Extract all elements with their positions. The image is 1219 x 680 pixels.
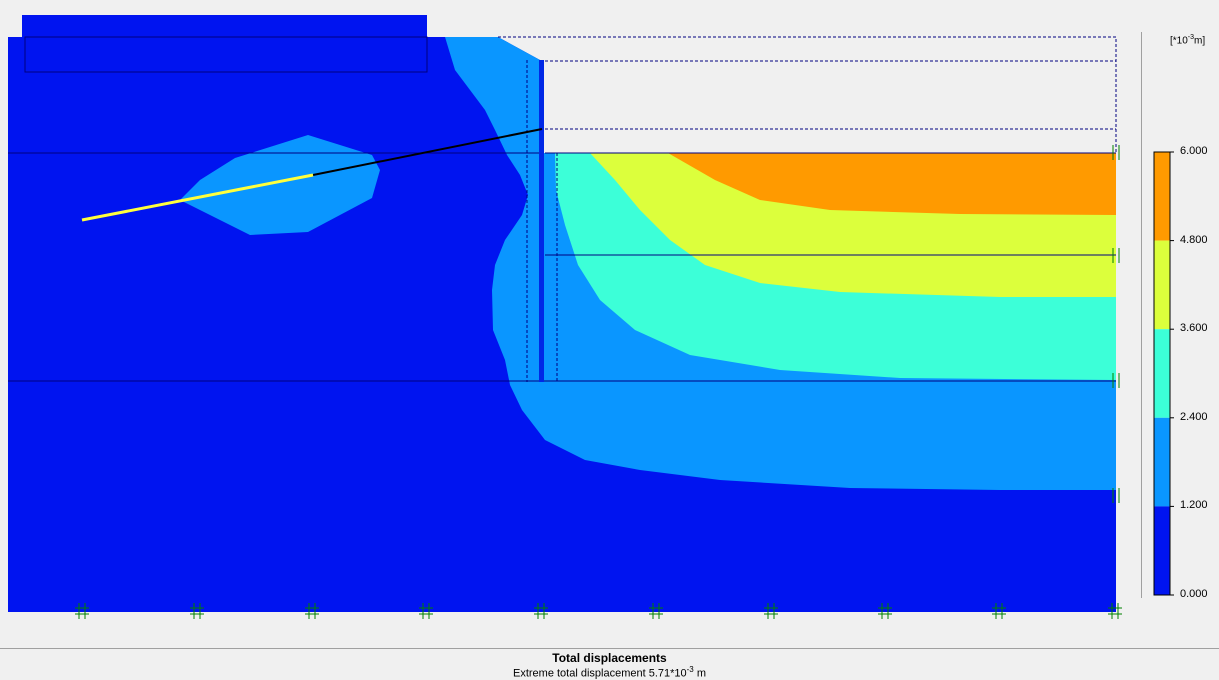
legend-tick-label: 2.400	[1180, 410, 1208, 423]
fixity-symbol	[534, 603, 548, 619]
fixity-symbol	[649, 603, 663, 619]
legend-swatch	[1154, 506, 1170, 595]
legend-unit-label: [*10-3m]	[1170, 34, 1206, 47]
fixity-symbol	[992, 603, 1006, 619]
fixity-symbol	[75, 603, 89, 619]
legend-tick-label: 1.200	[1180, 499, 1208, 512]
extreme-displacement-text: Extreme total displacement 5.71*10-3 m	[512, 665, 706, 680]
anchor-grout-body	[81, 173, 314, 222]
retaining-wall	[539, 60, 544, 382]
footer-divider	[0, 648, 1219, 649]
legend-tick-label: 6.000	[1180, 145, 1208, 157]
fixity-symbol	[878, 603, 892, 619]
legend-tick-label: 3.600	[1180, 322, 1208, 335]
fixity-symbol	[1108, 603, 1122, 619]
layer-boundaries	[8, 152, 1116, 382]
legend-bar-border	[1153, 151, 1171, 596]
bottom-fixities	[75, 603, 1122, 619]
surcharge-outline	[24, 36, 428, 73]
contour-anchor-zone	[180, 135, 380, 235]
legend-color-bar	[1153, 151, 1174, 596]
contour-band-4800-6000	[668, 153, 1116, 215]
legend-swatch	[1154, 240, 1170, 330]
legend-swatch	[1154, 417, 1170, 507]
legend-tick-label: 4.800	[1180, 233, 1208, 246]
legend-tick-label: 0.000	[1180, 588, 1208, 600]
legend-separator	[1141, 32, 1142, 598]
fixity-symbol	[190, 603, 204, 619]
excavation-stage-outlines	[498, 36, 1117, 382]
excavated-region	[545, 37, 1117, 153]
legend-swatch	[1154, 329, 1170, 418]
plot-title: Total displacements	[552, 651, 667, 665]
anchor-free-length	[312, 128, 543, 176]
legend-swatch	[1154, 152, 1170, 241]
fixity-symbol	[419, 603, 433, 619]
fixity-symbol	[764, 603, 778, 619]
fixity-symbol	[305, 603, 319, 619]
right-fixities	[1112, 145, 1120, 503]
